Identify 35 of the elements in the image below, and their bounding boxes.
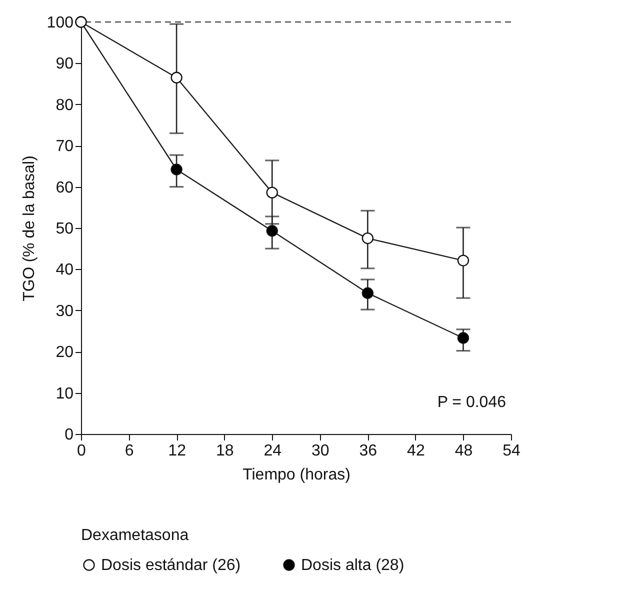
legend-title: Dexametasona [81, 527, 189, 544]
x-tick-label: 12 [168, 442, 186, 460]
y-tick-label: 0 [64, 426, 74, 444]
point [457, 254, 470, 266]
x-tick-label: 18 [216, 442, 234, 460]
y-tick-label: 60 [56, 179, 74, 196]
y-tick-label: 50 [56, 220, 74, 238]
y-axis-title: TGO (% de la basal) [20, 156, 38, 302]
point [362, 232, 374, 244]
x-tick-label: 48 [454, 442, 473, 460]
y-tick-label: 90 [56, 56, 74, 73]
y-tick-label: 20 [56, 344, 74, 362]
point [362, 287, 374, 299]
x-tick-label: 54 [502, 442, 520, 460]
point [266, 186, 278, 198]
x-tick-label: 42 [407, 442, 425, 460]
y-tick-label: 10 [56, 385, 74, 402]
x-tick-label: 24 [264, 442, 282, 460]
point [266, 225, 278, 237]
y-tick-label: 70 [56, 138, 74, 156]
point [170, 72, 182, 84]
y-tick-label: 30 [56, 302, 74, 320]
x-tick-label: 30 [311, 442, 330, 460]
y-tick-label: 80 [56, 96, 74, 114]
annotation: P = 0.046 [437, 394, 506, 411]
y-tick-label: 40 [56, 262, 74, 279]
x-axis-title: Tiempo (horas) [242, 466, 350, 484]
legend-label: Dosis alta (28) [301, 557, 404, 574]
point [457, 332, 470, 344]
y-tick-label: 100 [46, 14, 74, 32]
x-tick-label: 0 [77, 442, 86, 460]
legend-label: Dosis estándar (26) [101, 557, 241, 574]
x-tick-label: 6 [124, 442, 134, 460]
point [170, 164, 182, 176]
x-tick-label: 36 [359, 442, 378, 460]
